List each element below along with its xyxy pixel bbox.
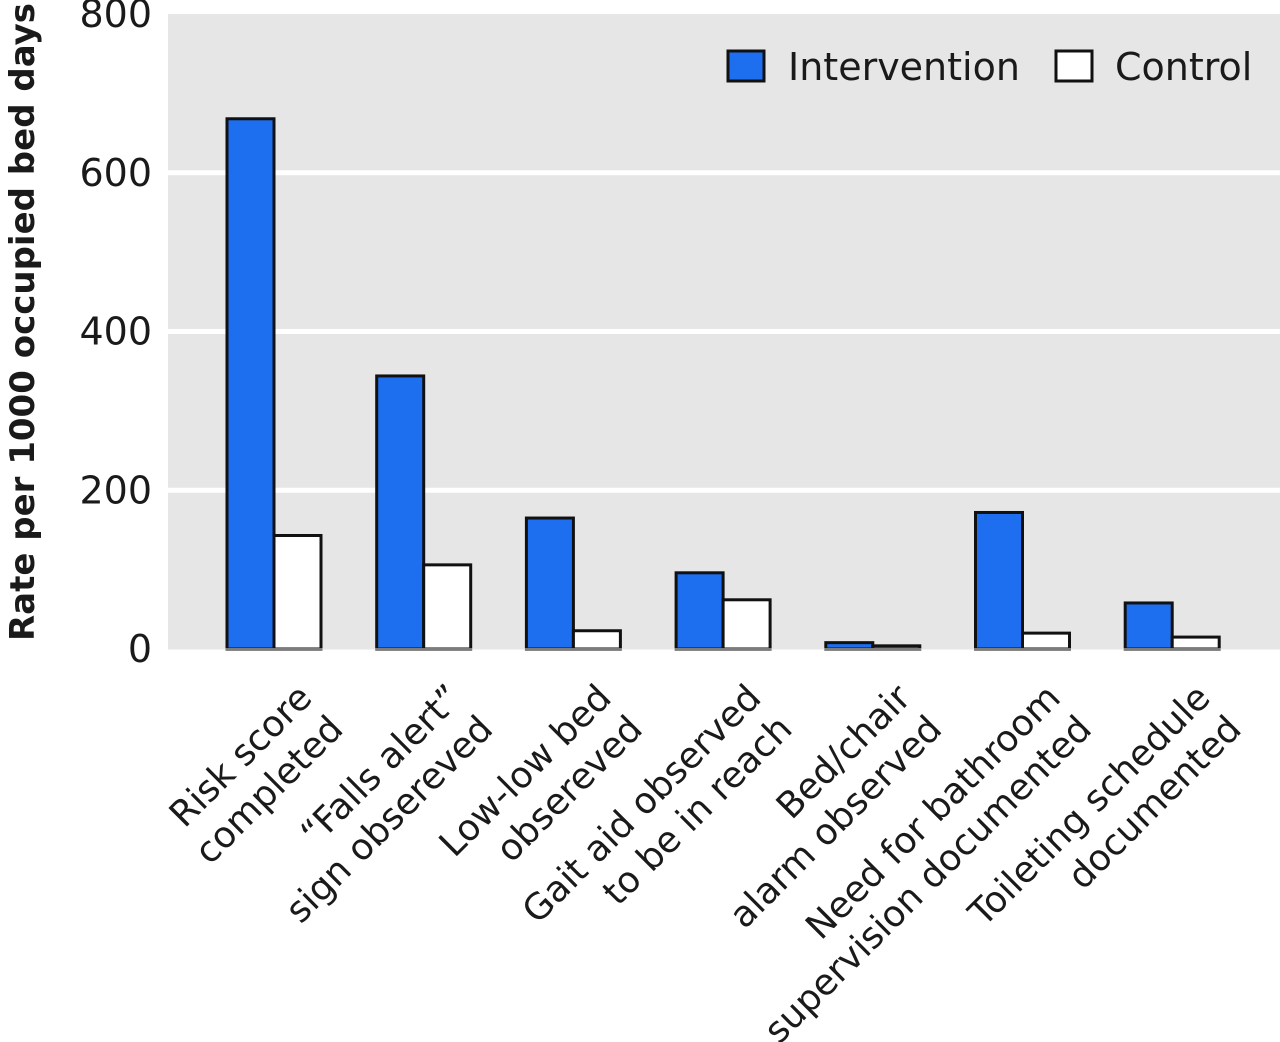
bar-intervention bbox=[674, 571, 725, 651]
y-axis-title: Rate per 1000 occupied bed days bbox=[3, 3, 43, 641]
bar-intervention bbox=[974, 510, 1024, 651]
y-tick-label: 0 bbox=[128, 627, 152, 671]
bar-control bbox=[571, 629, 622, 651]
bar-control bbox=[1170, 635, 1221, 651]
y-tick-label: 200 bbox=[79, 468, 152, 512]
y-tick-label: 600 bbox=[79, 151, 152, 195]
legend-swatch-control bbox=[1054, 49, 1094, 83]
legend-label-control: Control bbox=[1115, 45, 1252, 89]
bar-control bbox=[721, 598, 772, 651]
bar-control bbox=[422, 563, 473, 651]
gridlines bbox=[168, 170, 1280, 493]
legend: Intervention Control bbox=[726, 45, 1252, 89]
y-tick-label: 800 bbox=[79, 0, 152, 36]
bar-control bbox=[1021, 631, 1071, 651]
bars bbox=[168, 117, 1280, 651]
bar-control bbox=[272, 533, 323, 651]
bar-intervention bbox=[524, 516, 575, 651]
y-axis-ticks: 0 200 400 600 800 bbox=[79, 0, 152, 671]
y-tick-label: 400 bbox=[79, 310, 152, 354]
bar-intervention bbox=[375, 374, 426, 651]
bar-intervention bbox=[1123, 601, 1174, 651]
legend-swatch-intervention bbox=[726, 49, 766, 83]
legend-label-intervention: Intervention bbox=[788, 45, 1020, 89]
bar-intervention bbox=[225, 117, 276, 651]
bar-intervention bbox=[824, 641, 875, 651]
